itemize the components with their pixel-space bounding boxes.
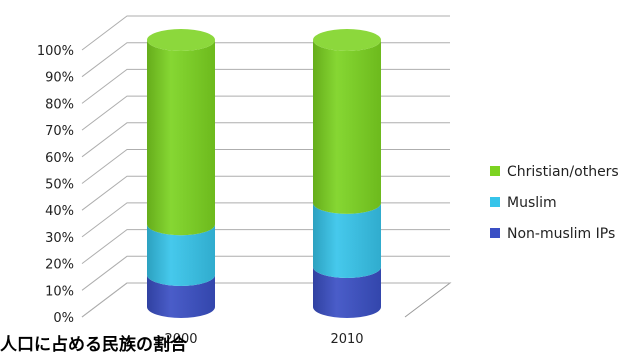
- gridline: [81, 95, 450, 131]
- chart-legend: Christian/others Muslim Non-muslim IPs: [490, 164, 619, 242]
- gridline: [81, 15, 450, 51]
- y-tick-label: 20%: [45, 258, 74, 273]
- gridline: [81, 255, 450, 291]
- gridline: [81, 42, 450, 78]
- legend-swatch: [490, 228, 500, 238]
- gridline: [81, 282, 450, 318]
- legend-label: Muslim: [507, 195, 557, 211]
- y-tick-label: 10%: [45, 284, 74, 299]
- y-tick-label: 0%: [53, 311, 74, 326]
- gridline: [81, 68, 450, 104]
- bar-segment-2000-muslim: [147, 224, 215, 286]
- bar-segment-2000-christian-others: [147, 40, 215, 236]
- x-tick-label-2000: 2000: [164, 332, 197, 347]
- bar-segment-2000-non-muslim-ips: [147, 274, 215, 318]
- y-tick-label: 90%: [45, 71, 74, 86]
- bar-segment-2010-muslim: [313, 202, 381, 278]
- chart-gridlines: [81, 15, 452, 318]
- y-tick-label: 50%: [45, 178, 74, 193]
- y-tick-label: 70%: [45, 124, 74, 139]
- gridline: [81, 202, 450, 238]
- y-tick-label: 40%: [45, 204, 74, 219]
- legend-label: Non-muslim IPs: [507, 226, 615, 242]
- gridline: [81, 149, 450, 184]
- legend-swatch: [490, 166, 500, 176]
- gridline: [81, 229, 450, 264]
- x-axis: 2000 2010: [164, 332, 363, 347]
- legend-label: Christian/others: [507, 164, 619, 180]
- gridline: [81, 122, 450, 158]
- legend-swatch: [490, 197, 500, 207]
- bar-top-2000: [147, 29, 215, 51]
- bar-segment-2010-non-muslim-ips: [313, 266, 381, 318]
- gridline: [81, 175, 450, 211]
- y-tick-label: 60%: [45, 151, 74, 166]
- chart-bars: [147, 29, 381, 318]
- bar-segment-2010-christian-others: [313, 40, 381, 214]
- y-tick-label: 80%: [45, 97, 74, 112]
- chart-caption: 人口に占める民族の割合: [0, 335, 187, 355]
- y-axis: 0% 10% 20% 30% 40% 50% 60% 70% 80% 90% 100%: [37, 44, 74, 326]
- x-tick-label-2010: 2010: [330, 332, 363, 347]
- bar-top-2010: [313, 29, 381, 51]
- y-tick-label: 100%: [37, 44, 74, 59]
- y-tick-label: 30%: [45, 231, 74, 246]
